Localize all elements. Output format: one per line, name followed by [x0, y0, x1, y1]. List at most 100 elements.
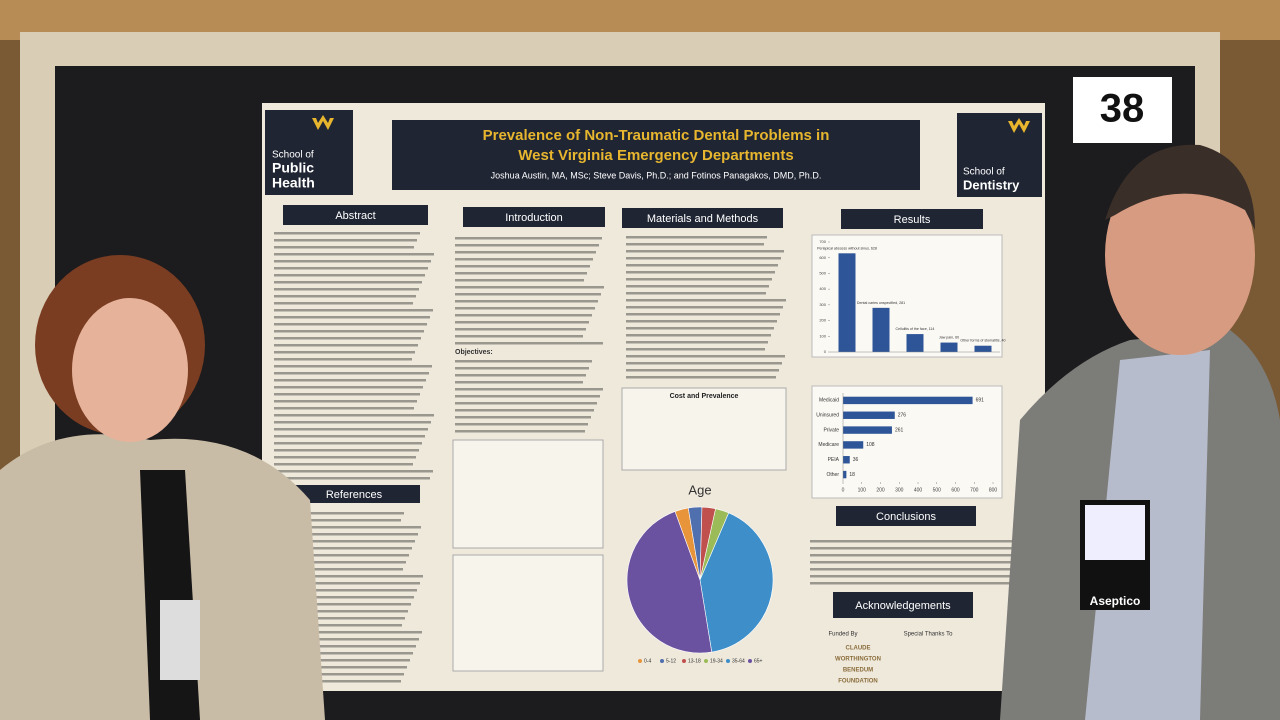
text-line: [274, 281, 422, 284]
text-line: [274, 442, 422, 445]
chart-title: Age: [688, 482, 711, 497]
wv-logo: [312, 115, 334, 130]
text-line: [626, 257, 781, 260]
text-line: [455, 314, 592, 317]
text-line: [626, 292, 766, 295]
x-tick-label: 400: [914, 487, 923, 493]
text-line: [274, 344, 418, 347]
text-line: [455, 307, 595, 310]
bar: [906, 334, 924, 352]
y-tick-label: 400: [819, 286, 826, 291]
poster-title: West Virginia Emergency Departments: [518, 147, 793, 164]
text-line: [274, 309, 433, 312]
text-line: [274, 274, 425, 277]
text-line: [293, 568, 403, 571]
text-line: [810, 568, 1020, 571]
text-line: [455, 335, 583, 338]
pie-slice: [626, 511, 713, 654]
legend-label: 65+: [754, 658, 763, 664]
man-face: [1105, 155, 1255, 355]
text-line: [293, 540, 415, 543]
section-title: Introduction: [505, 212, 562, 224]
text-line: [293, 561, 406, 564]
text-line: [455, 409, 594, 412]
text-line: [293, 680, 401, 683]
section-title: Conclusions: [876, 511, 936, 523]
text-line: [293, 610, 408, 613]
legend-label: 13-18: [688, 658, 701, 664]
text-line: [293, 596, 414, 599]
text-line: [274, 351, 415, 354]
text-line: [274, 260, 431, 263]
logo-text: Public: [272, 160, 314, 176]
text-line: [274, 379, 426, 382]
text-line: [293, 519, 401, 522]
x-tick-label: 100: [858, 487, 867, 493]
text-line: [455, 416, 591, 419]
funder: WORTHINGTON: [835, 657, 881, 663]
y-tick-label: 300: [819, 302, 826, 307]
legend-label: 0-4: [644, 658, 651, 664]
text-line: [810, 575, 1040, 578]
text-line: [274, 232, 420, 235]
text-line: [293, 582, 420, 585]
text-line: [455, 300, 598, 303]
bar: [843, 411, 895, 419]
text-line: [274, 421, 431, 424]
text-line: [455, 374, 586, 377]
text-line: [455, 279, 584, 282]
table-box: [452, 554, 604, 672]
text-line: [455, 286, 604, 289]
text-line: [455, 258, 593, 261]
logo-text: School of: [272, 150, 314, 161]
y-tick-label: 100: [819, 333, 826, 338]
logo-left: [265, 110, 353, 195]
y-tick-label: PEIA: [828, 457, 840, 463]
text-line: [626, 313, 780, 316]
legend-swatch: [748, 659, 752, 663]
y-tick-label: 700: [819, 239, 826, 244]
text-line: [274, 435, 425, 438]
text-line: [455, 251, 596, 254]
section-header: [836, 506, 976, 526]
data-label: 18: [849, 472, 855, 478]
text-line: [274, 330, 424, 333]
y-tick-label: 0: [824, 349, 827, 354]
text-line: [293, 547, 412, 550]
text-line: [626, 348, 765, 351]
text-line: [274, 316, 430, 319]
data-label: Dental caries unspecified, 281: [857, 301, 905, 305]
cost-title: Cost and Prevalence: [670, 393, 739, 400]
legend-label: 35-64: [732, 658, 745, 664]
y-tick-label: Medicaid: [819, 398, 839, 404]
text-line: [626, 369, 779, 372]
text-line: [274, 400, 417, 403]
x-tick-label: 0: [842, 487, 845, 493]
text-line: [455, 430, 585, 433]
text-line: [626, 250, 784, 253]
bar: [843, 441, 864, 449]
y-tick-label: Uninsured: [816, 413, 839, 419]
text-line: [455, 342, 603, 345]
x-tick-label: 800: [989, 487, 998, 493]
special-thanks: Special Thanks To: [904, 632, 953, 638]
text-line: [293, 666, 407, 669]
text-line: [455, 360, 592, 363]
poster-title: Prevalence of Non-Traumatic Dental Probl…: [483, 127, 830, 144]
legend-swatch: [726, 659, 730, 663]
text-line: [293, 617, 405, 620]
logo-right: [957, 113, 1042, 197]
data-label: 261: [895, 427, 904, 433]
y-tick-label: Medicare: [818, 442, 839, 448]
text-line: [455, 381, 583, 384]
text-line: [626, 299, 786, 302]
section-title: Acknowledgements: [855, 600, 951, 612]
text-line: [293, 575, 423, 578]
woman-face: [72, 298, 188, 442]
text-line: [626, 334, 771, 337]
legend-swatch: [704, 659, 708, 663]
text-line: [293, 603, 411, 606]
section-header: [283, 205, 428, 225]
text-line: [274, 470, 433, 473]
